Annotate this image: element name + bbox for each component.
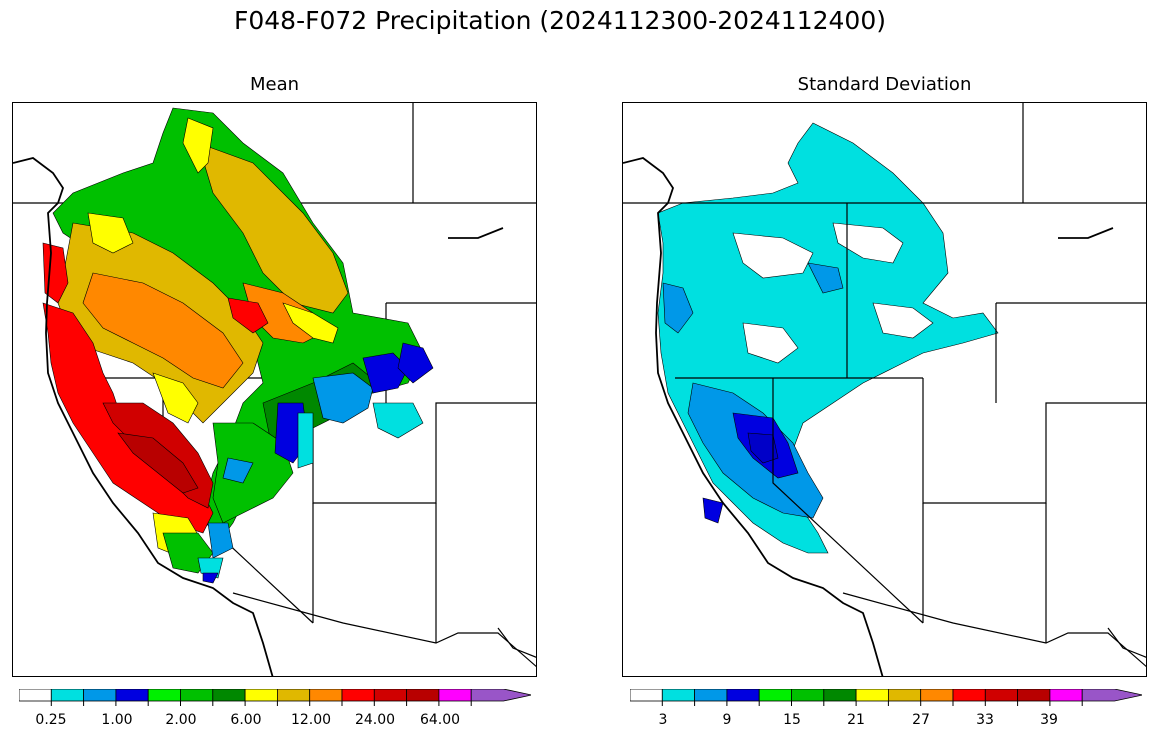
stddev-panel-title: Standard Deviation [797, 74, 972, 95]
stddev-tick-label: 39 [1040, 712, 1058, 728]
colorbar-swatch [984, 688, 1018, 702]
stddev-tick-label: 27 [912, 712, 930, 728]
stddev-tick-label: 9 [722, 712, 732, 728]
mean-panel-title: Mean [249, 74, 300, 95]
colorbar-swatch [406, 688, 440, 702]
stddev-tick-label: 3 [658, 712, 668, 728]
figure-title: F048-F072 Precipitation (2024112300-2024… [233, 6, 886, 35]
colorbar-swatch [1049, 688, 1083, 702]
stddev-colorbar-svg [629, 688, 1143, 706]
colorbar-swatch [1081, 688, 1143, 702]
colorbar-swatch [373, 688, 407, 702]
stddev-tick-label: 33 [976, 712, 994, 728]
stddev-map [622, 102, 1147, 677]
mean-tick-label: 1.00 [101, 712, 133, 728]
stddev-coastline [623, 157, 1114, 676]
stddev-state-borders [623, 103, 1146, 668]
colorbar-swatch [180, 688, 214, 702]
colorbar-swatch [791, 688, 825, 702]
mean-colorbar [18, 688, 532, 706]
colorbar-swatch [1017, 688, 1051, 702]
stddev-tick-label: 15 [783, 712, 801, 728]
colorbar-swatch [341, 688, 375, 702]
stddev-precip-fills [657, 122, 999, 554]
mean-map-svg [13, 103, 536, 676]
colorbar-swatch [276, 688, 311, 702]
colorbar-swatch [887, 688, 922, 702]
colorbar-swatch [18, 688, 52, 702]
stddev-colorbar [629, 688, 1143, 706]
colorbar-swatch [244, 688, 278, 702]
colorbar-swatch [855, 688, 889, 702]
colorbar-swatch [50, 688, 84, 702]
colorbar-swatch [438, 688, 472, 702]
mean-tick-label: 0.25 [35, 712, 67, 728]
colorbar-swatch [212, 688, 246, 702]
colorbar-swatch [470, 688, 532, 702]
colorbar-swatch [823, 688, 857, 702]
mean-map [12, 102, 537, 677]
mean-precip-fills [42, 107, 434, 584]
colorbar-swatch [920, 688, 954, 702]
colorbar-swatch [952, 688, 986, 702]
mean-coastline [13, 157, 504, 676]
mean-tick-label: 24.00 [354, 712, 396, 728]
colorbar-swatch [309, 688, 343, 702]
mean-tick-label: 12.00 [290, 712, 332, 728]
mean-colorbar-svg [18, 688, 532, 706]
colorbar-swatch [694, 688, 728, 702]
colorbar-swatch [629, 688, 663, 702]
colorbar-swatch [83, 688, 117, 702]
colorbar-swatch [147, 688, 181, 702]
stddev-tick-label: 21 [847, 712, 865, 728]
mean-tick-label: 2.00 [165, 712, 197, 728]
mean-tick-label: 64.00 [419, 712, 461, 728]
colorbar-swatch [661, 688, 695, 702]
colorbar-swatch [115, 688, 149, 702]
colorbar-swatch [758, 688, 792, 702]
stddev-map-svg [623, 103, 1146, 676]
mean-tick-label: 6.00 [230, 712, 262, 728]
colorbar-swatch [726, 688, 760, 702]
